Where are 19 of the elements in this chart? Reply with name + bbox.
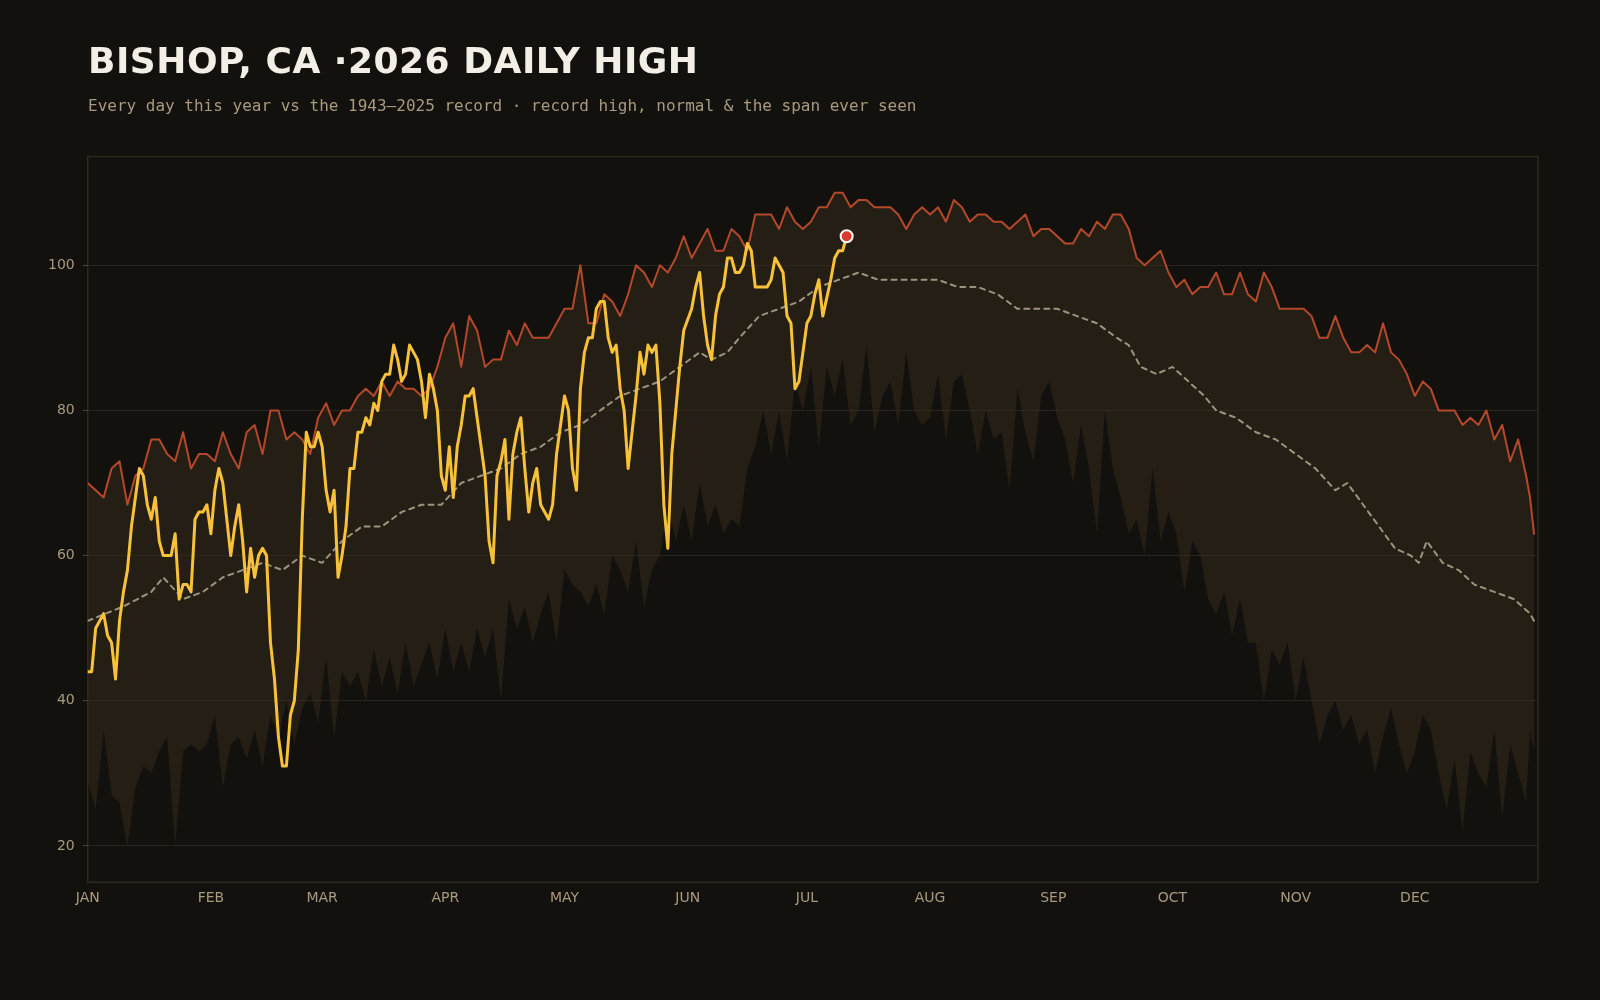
x-tick-label: SEP — [1040, 889, 1067, 906]
y-tick-label: 40 — [56, 691, 75, 708]
x-tick-label: APR — [431, 889, 460, 906]
y-tick-label: 80 — [56, 401, 75, 418]
x-tick-label: FEB — [197, 889, 225, 906]
x-tick-label: DEC — [1400, 889, 1430, 906]
chart-subtitle: Every day this year vs the 1943–2025 record · record high, normal & the span ever seen — [88, 96, 917, 115]
x-tick-label: MAY — [549, 889, 580, 906]
chart-title: BISHOP, CA ·2026 DAILY HIGH — [88, 40, 699, 81]
x-tick-label: JUN — [674, 889, 701, 906]
x-tick-label: JUL — [794, 889, 819, 906]
x-tick-label: NOV — [1280, 889, 1312, 906]
x-tick-label: JAN — [74, 889, 100, 906]
y-tick-label: 20 — [56, 836, 75, 853]
y-tick-label: 100 — [47, 255, 75, 272]
y-tick-label: 60 — [56, 546, 75, 563]
x-tick-label: MAR — [306, 889, 339, 906]
x-tick-label: AUG — [914, 889, 946, 906]
x-tick-label: OCT — [1157, 889, 1188, 906]
